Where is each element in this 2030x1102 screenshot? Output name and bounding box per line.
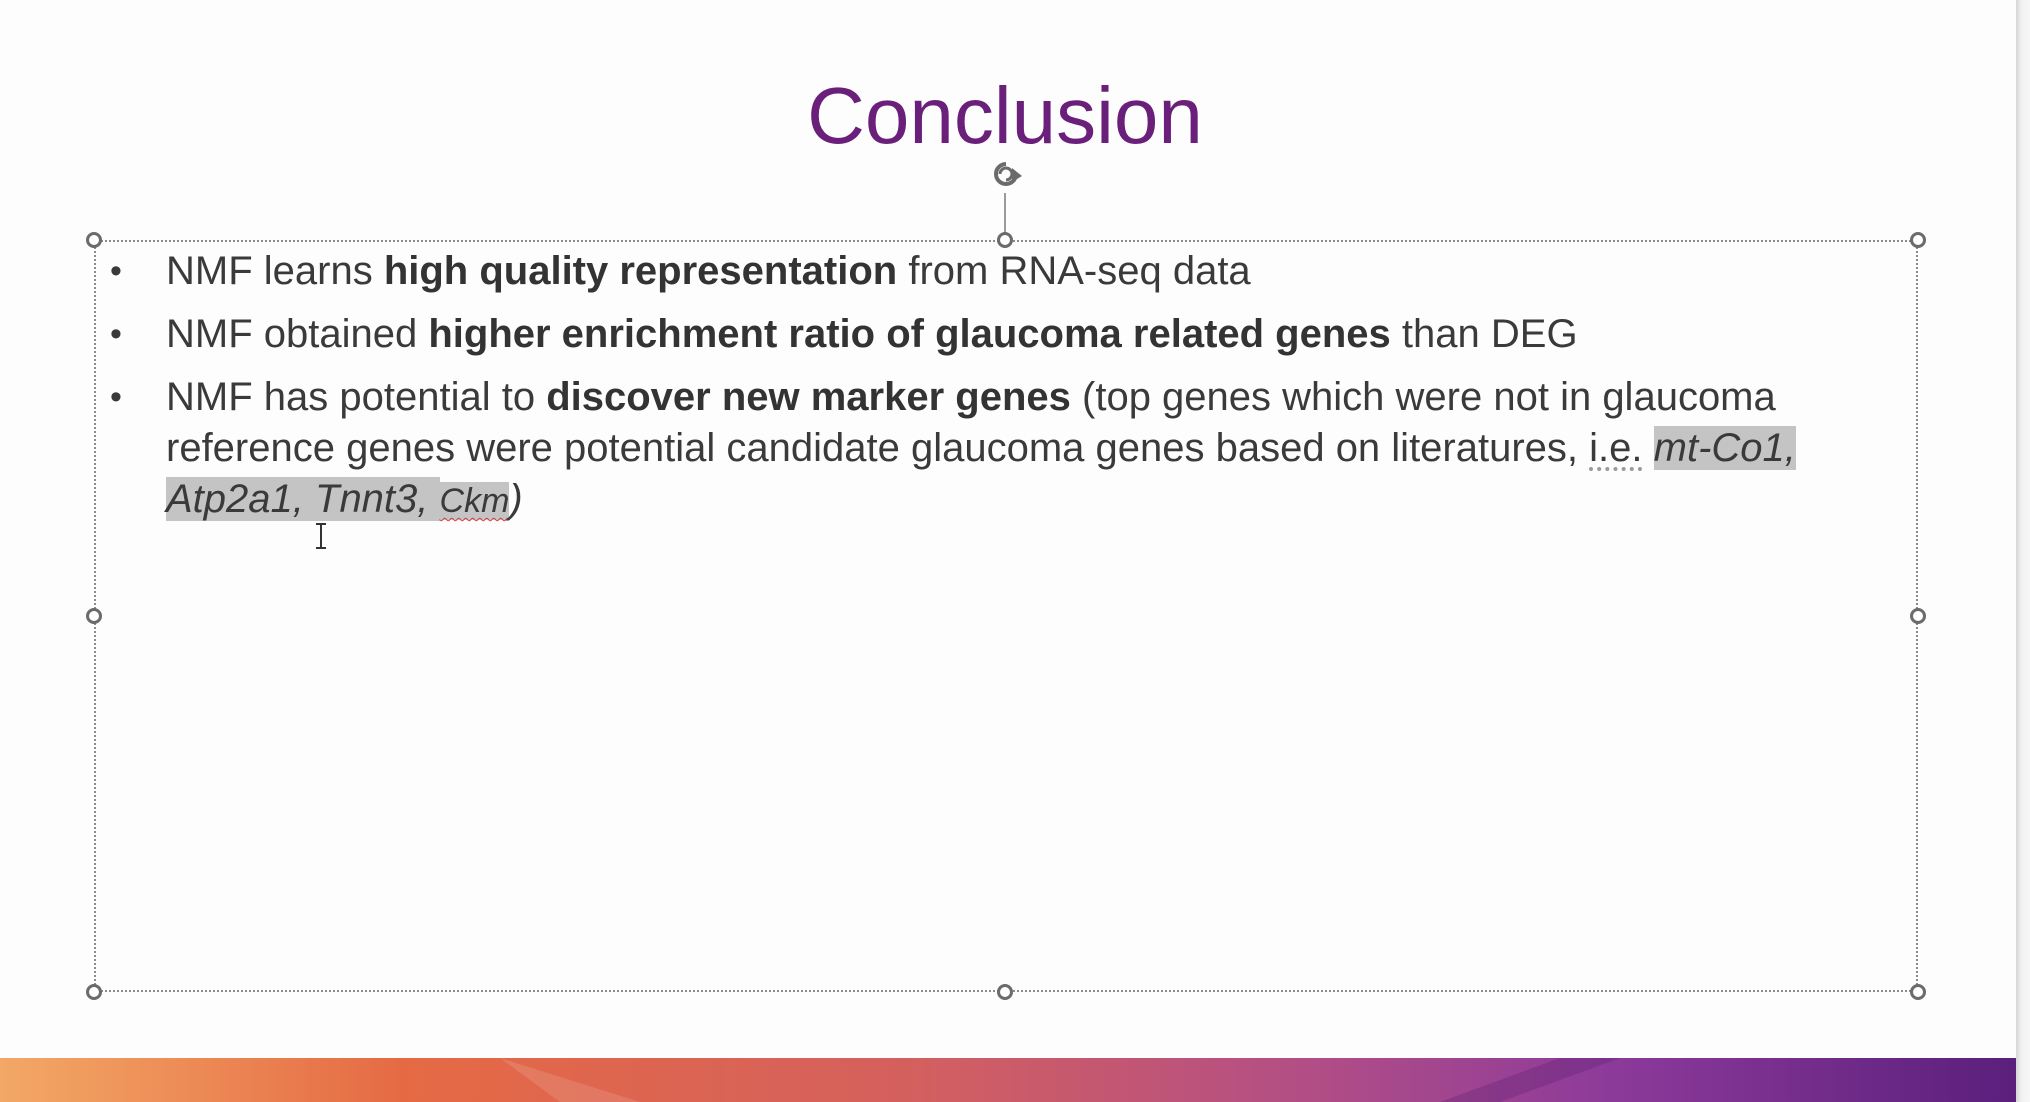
bullet-marker: • <box>110 378 122 416</box>
bullet-text: NMF learns <box>166 249 384 293</box>
rotate-connector <box>1004 193 1006 239</box>
bullet-item[interactable]: • NMF has potential to discover new marke… <box>106 372 1906 527</box>
bullet-text-bold: high quality representation <box>383 249 898 293</box>
slide-title[interactable]: Conclusion <box>807 71 1203 160</box>
bullet-text-bold: higher enrichment ratio of glaucoma rela… <box>428 312 1391 356</box>
resize-handle-bottom-left[interactable] <box>86 984 102 1000</box>
bullet-text: NMF obtained <box>166 312 429 356</box>
scrollbar-gutter <box>2016 0 2030 1102</box>
rotate-handle-icon[interactable] <box>986 154 1026 194</box>
bullet-marker: • <box>110 252 122 290</box>
bullet-marker: • <box>110 315 122 353</box>
bullet-item[interactable]: • NMF learns high quality representation … <box>106 246 1906 297</box>
resize-handle-top-center[interactable] <box>997 232 1013 248</box>
resize-handle-bottom-right[interactable] <box>1910 984 1926 1000</box>
bullet-text-bold: discover new marker genes <box>546 375 1071 419</box>
spellcheck-flagged-text: i.e. <box>1589 426 1643 470</box>
bullet-text: than DEG <box>1390 312 1578 356</box>
bullet-item[interactable]: • NMF obtained higher enrichment ratio of… <box>106 309 1906 360</box>
bullet-text: (top genes which were not in glaucoma re… <box>166 375 1776 470</box>
bullet-text: NMF has potential to <box>166 375 547 419</box>
resize-handle-middle-left[interactable] <box>86 608 102 624</box>
resize-handle-top-right[interactable] <box>1910 232 1926 248</box>
bullet-text: from RNA-seq data <box>897 249 1251 293</box>
text-cursor-icon <box>316 523 326 549</box>
bullet-text: ) <box>509 477 523 521</box>
selected-gene-name-misspelled[interactable]: Ckm <box>439 482 510 520</box>
slide-footer-band <box>0 1058 2016 1102</box>
resize-handle-middle-right[interactable] <box>1910 608 1926 624</box>
bullet-list[interactable]: • NMF learns high quality representation … <box>106 246 1906 539</box>
resize-handle-top-left[interactable] <box>86 232 102 248</box>
bullet-text <box>1643 426 1654 470</box>
resize-handle-bottom-center[interactable] <box>997 984 1013 1000</box>
